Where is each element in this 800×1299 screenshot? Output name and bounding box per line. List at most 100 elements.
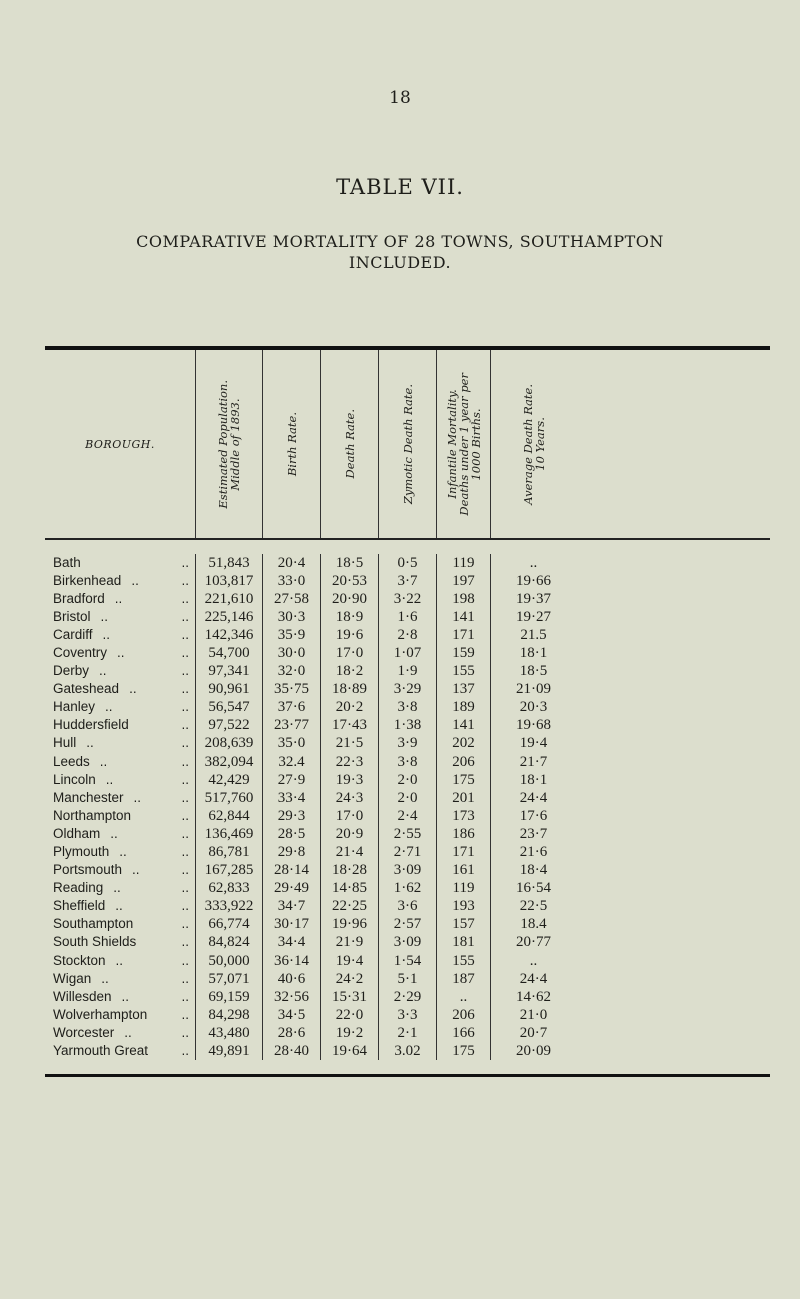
bottom-rule: [45, 1074, 770, 1078]
table-cell: 24·4: [519, 789, 548, 806]
table-cell: 27·58: [274, 590, 309, 607]
header-label: Middle of 1893.: [228, 397, 242, 491]
table-cell: 19·4: [335, 952, 364, 969]
borough-name: Worcester: [53, 1024, 115, 1040]
table-cell: 34·7: [277, 898, 306, 915]
subtitle-line: INCLUDED.: [348, 253, 452, 272]
leader-dots: ..: [181, 1024, 189, 1040]
table-cell: 15·31: [332, 988, 367, 1005]
leader-dots: ..: [132, 862, 140, 878]
leader-dots: ..: [181, 898, 189, 914]
table-cell: 24·3: [335, 789, 364, 806]
table-cell: 28·14: [274, 862, 309, 879]
column-population: 51,843 103,817 221,610 225,146 142,346 54,700…: [195, 553, 262, 1061]
table-cell: 3.02: [394, 1043, 421, 1060]
leader-dots: ..: [131, 572, 139, 588]
borough-name-cell: Cardiff....: [45, 626, 195, 644]
table-cell: 157: [452, 916, 475, 933]
leader-dots: ..: [105, 699, 113, 715]
borough-name-cell: Sheffield....: [45, 897, 195, 915]
table-cell: 16·54: [516, 880, 551, 897]
borough-name: Plymouth: [53, 844, 110, 859]
column-borough: Bath.. Birkenhead.... Bradford.... Bristol.…: [45, 554, 195, 1061]
leader-dots: ..: [117, 644, 125, 660]
table-cell: 42,429: [208, 771, 250, 788]
borough-name-cell: Coventry....: [45, 644, 195, 662]
borough-name-cell: Hanley....: [45, 698, 195, 716]
table-cell: 90,961: [208, 681, 250, 698]
table-cell: 30·17: [274, 916, 309, 933]
leader-dots: ..: [181, 825, 189, 841]
borough-name: Coventry: [53, 644, 108, 660]
table-cell: 18.4: [520, 916, 547, 933]
leader-dots: ..: [181, 681, 189, 697]
table-cell: 167,285: [204, 862, 254, 879]
table-cell: 20·9: [335, 825, 364, 842]
table-cell: 20·4: [277, 554, 306, 571]
table-cell: 32·0: [277, 663, 306, 680]
leader-dots: ..: [86, 735, 94, 751]
table-cell: 24·2: [335, 970, 364, 987]
table-cell: 173: [452, 807, 475, 824]
borough-name-cell: Worcester....: [45, 1024, 195, 1042]
table-cell: 18·2: [335, 663, 364, 680]
table-cell: 21·9: [335, 934, 364, 951]
leader-dots: ..: [181, 916, 189, 932]
table-cell: 3·9: [397, 735, 418, 752]
column-average: .. 19·66 19·37 19·27 21.5 18·1 18·5 21·09 20·3 19…: [490, 553, 576, 1061]
borough-name: Hull: [53, 735, 77, 751]
table-cell: 21·09: [516, 681, 551, 698]
table-cell: 29·8: [277, 844, 306, 860]
table-cell: 3·6: [397, 898, 418, 915]
table-cell: 97,522: [208, 717, 250, 734]
table-cell: 18·5: [519, 663, 548, 680]
table-cell: 35·75: [274, 681, 309, 698]
table-cell: 19·27: [516, 608, 551, 625]
table-cell: 30·0: [277, 644, 306, 661]
header-label: Zymotic Death Rate.: [400, 383, 415, 505]
column-death-rate: 18·5 20·53 20·90 18·9 19·6 17·0 18·2 18·89 20·2 1…: [320, 553, 378, 1061]
table-cell: 22·0: [335, 1006, 364, 1023]
table-cell: 17·43: [332, 717, 367, 734]
table-cell: 19·96: [332, 916, 367, 933]
table-cell: 22·3: [335, 753, 364, 770]
table-cell: 69,159: [208, 988, 250, 1005]
leader-dots: ..: [181, 771, 189, 787]
leader-dots: ..: [181, 934, 189, 950]
table-cell: 43,480: [208, 1024, 250, 1041]
borough-name: Birkenhead: [53, 572, 122, 588]
table-cell: 136,469: [204, 825, 254, 842]
table-cell: 141: [452, 717, 475, 734]
table-cell: 22·5: [519, 898, 548, 915]
table-cell: 32·56: [274, 988, 309, 1005]
header-label: Birth Rate.: [284, 411, 299, 477]
leader-dots: ..: [181, 952, 189, 968]
table-cell: 198: [452, 590, 475, 607]
leader-dots: ..: [114, 590, 123, 606]
table-cell: 208,639: [204, 735, 254, 752]
table-title: TABLE VII.: [336, 175, 464, 199]
table-cell: 97,341: [208, 663, 250, 680]
borough-name-cell: Bradford....: [45, 590, 195, 608]
leader-dots: ..: [181, 789, 189, 805]
header-birth-rate: Birth Rate.: [262, 350, 320, 538]
table-cell: 86,781: [208, 844, 250, 860]
table-cell: 2·55: [393, 825, 422, 842]
table-cell: 175: [452, 1043, 475, 1060]
borough-name-cell: South Shields..: [45, 933, 195, 951]
table-cell: 49,891: [208, 1043, 250, 1060]
table-cell: 3·09: [393, 934, 422, 951]
leader-dots: ..: [129, 681, 137, 697]
table-cell: 21·7: [519, 753, 548, 770]
borough-name: Bath: [53, 554, 81, 570]
table-cell: 1·62: [393, 880, 422, 897]
table-cell: 155: [452, 663, 475, 680]
borough-name-cell: Huddersfield..: [45, 716, 195, 734]
borough-name: Southampton: [53, 916, 134, 932]
borough-name: Wolverhampton: [53, 1006, 148, 1022]
leader-dots: ..: [181, 753, 189, 769]
leader-dots: ..: [181, 970, 189, 986]
borough-name: Reading: [53, 880, 104, 896]
header-label: BOROUGH.: [85, 437, 155, 451]
